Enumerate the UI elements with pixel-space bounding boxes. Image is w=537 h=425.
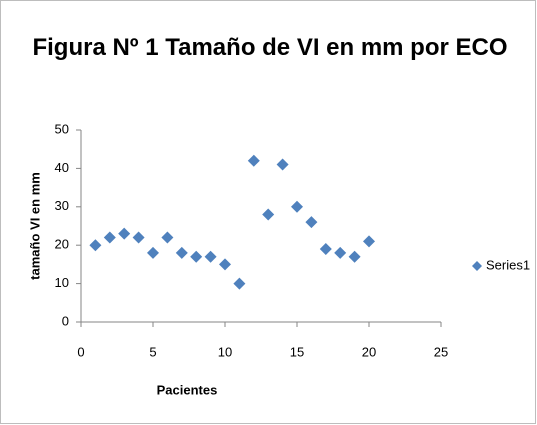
legend-marker	[472, 261, 482, 271]
data-point	[262, 208, 275, 221]
y-tick-label: 10	[55, 275, 69, 290]
x-tick-label: 20	[362, 344, 376, 359]
data-point	[204, 250, 217, 263]
x-tick-label: 0	[77, 344, 84, 359]
data-point	[118, 227, 131, 240]
x-tick-label: 10	[218, 344, 232, 359]
y-tick-label: 0	[62, 313, 69, 328]
x-tick-label: 15	[290, 344, 304, 359]
y-tick-label: 30	[55, 198, 69, 213]
data-point	[334, 246, 347, 259]
x-tick-label: 25	[434, 344, 448, 359]
data-point	[175, 246, 188, 259]
data-point	[233, 277, 246, 290]
data-point	[161, 231, 174, 244]
chart-title: Figura Nº 1 Tamaño de VI en mm por ECO	[32, 34, 508, 61]
data-point	[276, 158, 289, 171]
y-tick-label: 50	[55, 121, 69, 136]
data-point	[363, 235, 375, 248]
legend-label: Series1	[486, 257, 530, 272]
y-tick-label: 20	[55, 237, 69, 252]
data-point	[103, 231, 116, 244]
y-tick-label: 40	[55, 160, 69, 175]
data-point	[89, 239, 102, 252]
data-point	[291, 200, 303, 213]
data-point	[147, 246, 159, 259]
data-point	[190, 250, 203, 263]
data-point	[132, 231, 145, 244]
data-point	[247, 154, 260, 167]
data-point	[305, 216, 318, 229]
y-axis-label: tamaño VI en mm	[27, 172, 42, 280]
x-tick-label: 5	[149, 344, 156, 359]
x-axis-label: Pacientes	[157, 382, 218, 397]
data-point	[348, 250, 361, 263]
data-point	[319, 243, 332, 256]
data-point	[219, 258, 231, 271]
